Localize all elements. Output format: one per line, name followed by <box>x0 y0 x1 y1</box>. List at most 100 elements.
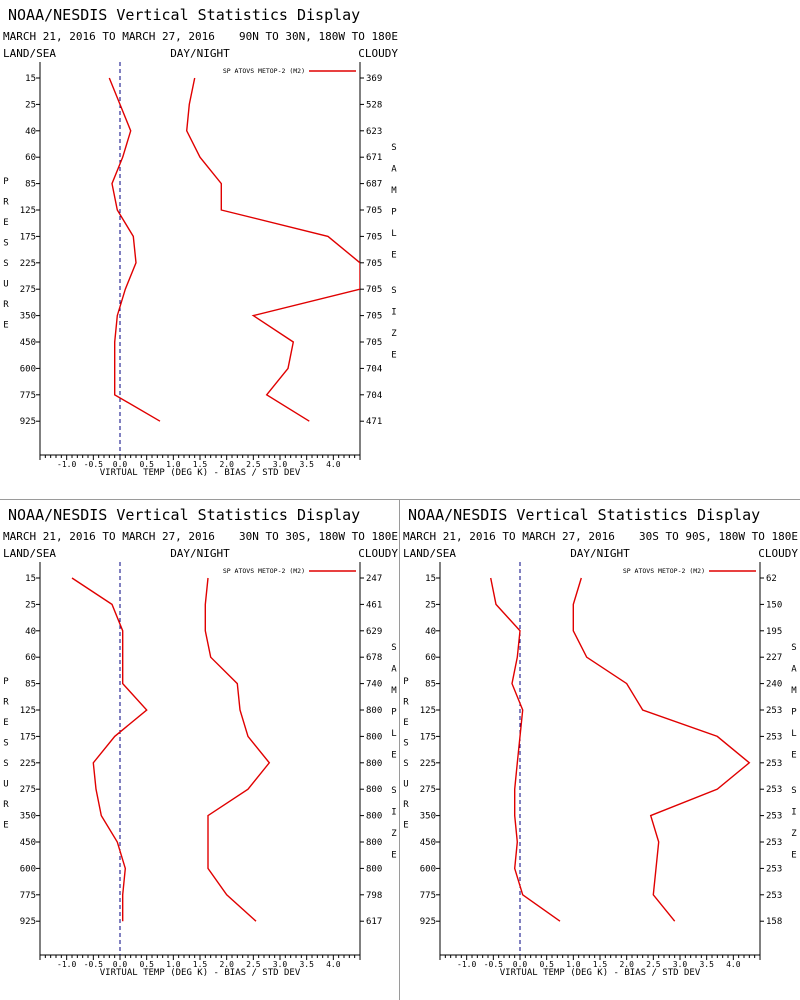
pressure-level-label: 85 <box>425 680 436 690</box>
pressure-level-label: 85 <box>25 680 36 690</box>
x-axis-label: VIRTUAL TEMP (DEG K) - BIAS / STD DEV <box>500 968 701 978</box>
x-tick-label: -0.5 <box>84 460 103 469</box>
vertical-stats-panel-north: NOAA/NESDIS Vertical Statistics Display M… <box>0 0 400 500</box>
chart-title: NOAA/NESDIS Vertical Statistics Display <box>8 506 360 524</box>
filter-right-label: CLOUDY <box>358 547 398 560</box>
y2-axis-label-letter: L <box>391 729 396 739</box>
y2-axis-label-letter: S <box>391 286 396 296</box>
pressure-level-label: 125 <box>20 706 36 716</box>
vertical-stats-chart-tropics: NOAA/NESDIS Vertical Statistics Display M… <box>3 506 398 978</box>
pressure-level-label: 225 <box>20 259 36 269</box>
sample-size-label: 253 <box>766 864 782 874</box>
sample-size-label: 158 <box>766 917 782 927</box>
sample-size-label: 617 <box>366 917 382 927</box>
x-tick-label: 3.5 <box>699 960 714 969</box>
std-dev-series-line <box>185 77 360 422</box>
panel-divider-horizontal <box>0 499 800 500</box>
filter-center-label: DAY/NIGHT <box>170 47 230 60</box>
x-tick-label: 4.0 <box>726 960 741 969</box>
vertical-stats-chart-south: NOAA/NESDIS Vertical Statistics Display M… <box>403 506 798 978</box>
y2-axis-label-letter: A <box>391 665 397 675</box>
y2-axis-label-letter: P <box>391 208 397 218</box>
pressure-level-label: 350 <box>20 312 36 322</box>
pressure-level-label: 925 <box>20 417 36 427</box>
y-axis-label-letter: E <box>3 321 8 331</box>
x-tick-label: -0.5 <box>84 960 103 969</box>
bias-series-line <box>108 77 161 422</box>
sample-size-label: 800 <box>366 838 382 848</box>
pressure-level-label: 25 <box>25 600 36 610</box>
y-axis-label-letter: U <box>3 280 8 290</box>
sample-size-label: 528 <box>366 100 382 110</box>
x-tick-label: -0.5 <box>484 960 503 969</box>
y-axis-label-letter: E <box>3 218 8 228</box>
sample-size-label: 62 <box>766 574 777 584</box>
sample-size-label: 740 <box>366 680 382 690</box>
y2-axis-label-letter: M <box>391 186 397 196</box>
pressure-level-label: 175 <box>20 232 36 242</box>
y2-axis-label-letter: E <box>791 851 796 861</box>
y-axis-label-letter: U <box>403 780 408 790</box>
pressure-level-label: 775 <box>20 891 36 901</box>
sample-size-label: 704 <box>366 364 382 374</box>
pressure-level-label: 25 <box>425 600 436 610</box>
y2-axis-label-letter: E <box>391 851 396 861</box>
legend-label: SP ATOVS METOP-2 (M2) <box>223 567 305 575</box>
sample-size-label: 800 <box>366 732 382 742</box>
x-tick-label: 2.5 <box>246 460 261 469</box>
vertical-stats-chart-north: NOAA/NESDIS Vertical Statistics Display M… <box>3 6 398 478</box>
y-axis-label-letter: R <box>3 800 9 810</box>
panel-divider-vertical <box>399 500 400 1000</box>
chart-region: 90N TO 30N, 180W TO 180E <box>239 30 398 43</box>
x-tick-label: -1.0 <box>57 460 76 469</box>
x-tick-label: 2.5 <box>246 960 261 969</box>
sample-size-label: 623 <box>366 127 382 137</box>
pressure-level-label: 450 <box>20 338 36 348</box>
y-axis-label-letter: U <box>3 780 8 790</box>
pressure-level-label: 125 <box>20 206 36 216</box>
chart-dates: MARCH 21, 2016 TO MARCH 27, 2016 <box>403 530 615 543</box>
sample-size-label: 253 <box>766 706 782 716</box>
chart-axes <box>439 562 761 960</box>
y-axis-label-letter: R <box>3 300 9 310</box>
pressure-level-label: 40 <box>25 127 36 137</box>
vertical-stats-panel-tropics: NOAA/NESDIS Vertical Statistics Display M… <box>0 500 400 1000</box>
y-axis-label-letter: R <box>3 698 9 708</box>
chart-axes <box>39 62 361 460</box>
y2-axis-label-letter: L <box>791 729 796 739</box>
y2-axis-label-letter: E <box>391 751 396 761</box>
chart-dates: MARCH 21, 2016 TO MARCH 27, 2016 <box>3 30 215 43</box>
y-axis-label-letter: R <box>3 198 9 208</box>
vertical-stats-panel-south: NOAA/NESDIS Vertical Statistics Display M… <box>400 500 800 1000</box>
y2-axis-label-letter: A <box>791 665 797 675</box>
y2-axis-label-letter: P <box>791 708 797 718</box>
sample-size-label: 800 <box>366 864 382 874</box>
x-tick-label: 3.0 <box>273 960 288 969</box>
y-axis-label-letter: S <box>403 759 408 769</box>
filter-right-label: CLOUDY <box>758 547 798 560</box>
pressure-level-label: 15 <box>25 574 36 584</box>
y-axis-label-letter: E <box>403 821 408 831</box>
pressure-level-label: 175 <box>20 732 36 742</box>
filter-center-label: DAY/NIGHT <box>170 547 230 560</box>
y-axis-label-letter: S <box>3 259 8 269</box>
pressure-level-label: 275 <box>20 785 36 795</box>
y-axis-label-letter: P <box>403 677 409 687</box>
sample-size-label: 687 <box>366 180 382 190</box>
x-tick-label: 3.0 <box>273 460 288 469</box>
x-axis-label: VIRTUAL TEMP (DEG K) - BIAS / STD DEV <box>100 968 301 978</box>
sample-size-label: 253 <box>766 732 782 742</box>
bias-series-line <box>490 577 561 922</box>
pressure-level-label: 450 <box>20 838 36 848</box>
y2-axis-label-letter: P <box>391 708 397 718</box>
y2-axis-label-letter: I <box>391 808 396 818</box>
x-tick-label: 3.5 <box>299 460 314 469</box>
pressure-level-label: 350 <box>20 812 36 822</box>
filter-left-label: LAND/SEA <box>3 547 56 560</box>
sample-size-label: 240 <box>766 680 782 690</box>
y2-axis-label-letter: E <box>791 751 796 761</box>
y2-axis-label-letter: S <box>391 786 396 796</box>
pressure-level-label: 600 <box>20 864 36 874</box>
y-axis-label-letter: P <box>3 177 9 187</box>
bias-series-line <box>71 577 148 922</box>
